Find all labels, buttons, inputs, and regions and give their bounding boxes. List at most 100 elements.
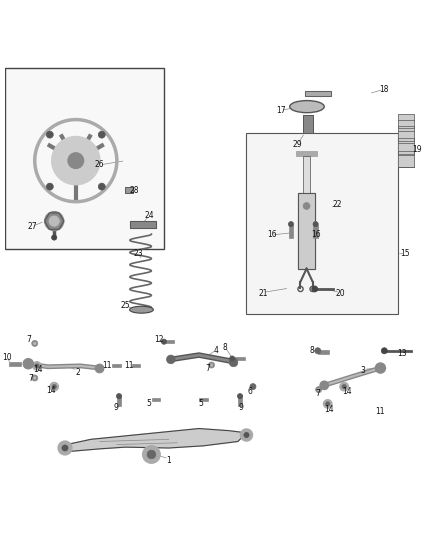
Circle shape [210, 364, 213, 366]
Bar [303, 115, 314, 133]
Bar [398, 126, 414, 141]
Text: 17: 17 [276, 106, 286, 115]
Text: 7: 7 [26, 335, 31, 344]
Polygon shape [61, 429, 247, 451]
Circle shape [230, 356, 235, 361]
Circle shape [98, 131, 105, 138]
Bar [398, 126, 414, 141]
Text: 16: 16 [312, 230, 321, 239]
Circle shape [46, 131, 53, 138]
Circle shape [316, 386, 321, 393]
Circle shape [312, 286, 318, 292]
Circle shape [50, 382, 59, 391]
Text: 15: 15 [401, 249, 410, 258]
Bar [152, 398, 160, 401]
Circle shape [32, 341, 38, 346]
FancyBboxPatch shape [247, 133, 398, 314]
Text: 14: 14 [33, 365, 43, 374]
Text: 9: 9 [113, 403, 118, 413]
Circle shape [161, 339, 166, 344]
Bar [398, 151, 414, 167]
Circle shape [250, 384, 256, 390]
Circle shape [33, 377, 36, 379]
Circle shape [303, 203, 310, 209]
Circle shape [117, 393, 122, 399]
Text: 13: 13 [397, 349, 407, 358]
Text: 11: 11 [376, 407, 385, 416]
Bar [303, 156, 310, 193]
Bar [398, 138, 414, 154]
Bar [130, 221, 156, 228]
Bar [298, 193, 315, 269]
Circle shape [240, 429, 253, 441]
Circle shape [323, 400, 332, 408]
Bar [318, 350, 329, 354]
Bar [398, 138, 414, 154]
Text: 19: 19 [412, 146, 421, 155]
Circle shape [52, 137, 99, 184]
Circle shape [52, 235, 57, 240]
Text: 7: 7 [28, 374, 33, 383]
Circle shape [35, 364, 39, 368]
Text: 29: 29 [293, 140, 302, 149]
Text: 11: 11 [124, 360, 133, 369]
Ellipse shape [290, 101, 324, 112]
Circle shape [32, 375, 38, 381]
Text: 5: 5 [147, 399, 152, 408]
Text: 25: 25 [121, 301, 131, 310]
Bar [9, 361, 21, 366]
Circle shape [147, 450, 156, 459]
Circle shape [58, 441, 72, 455]
Circle shape [313, 222, 318, 227]
Text: 10: 10 [2, 353, 11, 362]
Text: 3: 3 [361, 366, 366, 375]
Circle shape [244, 432, 249, 438]
Text: 6: 6 [247, 387, 252, 397]
Text: 23: 23 [134, 249, 143, 258]
Text: 4: 4 [214, 346, 219, 356]
Circle shape [318, 389, 320, 391]
Text: 9: 9 [239, 403, 244, 413]
Text: 22: 22 [332, 200, 342, 209]
Text: 1: 1 [166, 456, 171, 465]
Bar [233, 357, 245, 360]
Bar [130, 221, 156, 228]
Text: 14: 14 [46, 386, 56, 395]
Bar [125, 187, 133, 193]
Circle shape [315, 348, 321, 354]
Circle shape [45, 212, 64, 231]
Circle shape [166, 355, 175, 364]
Bar [305, 91, 331, 96]
Text: 2: 2 [76, 368, 80, 377]
Circle shape [288, 222, 293, 227]
Circle shape [340, 382, 349, 391]
Bar [303, 156, 310, 193]
Bar [398, 151, 414, 167]
Bar [298, 193, 315, 269]
Circle shape [143, 446, 160, 463]
Bar [117, 395, 121, 406]
Circle shape [95, 364, 104, 373]
Circle shape [208, 362, 215, 368]
Circle shape [32, 361, 41, 370]
Bar [303, 115, 314, 133]
Bar [125, 187, 133, 193]
Bar [199, 398, 208, 401]
Circle shape [320, 381, 328, 390]
Text: 18: 18 [379, 85, 389, 94]
Text: 14: 14 [342, 387, 352, 397]
Bar [398, 114, 414, 128]
Text: 27: 27 [28, 222, 37, 231]
Text: 5: 5 [199, 399, 204, 408]
Text: 20: 20 [336, 289, 346, 298]
Circle shape [33, 342, 36, 345]
Text: 16: 16 [267, 230, 276, 239]
Circle shape [342, 384, 346, 389]
Bar [131, 364, 140, 367]
Bar [398, 114, 414, 128]
Circle shape [375, 363, 385, 373]
Text: 11: 11 [102, 360, 112, 369]
Text: 24: 24 [145, 211, 154, 220]
Circle shape [23, 359, 33, 369]
Bar [296, 151, 317, 156]
